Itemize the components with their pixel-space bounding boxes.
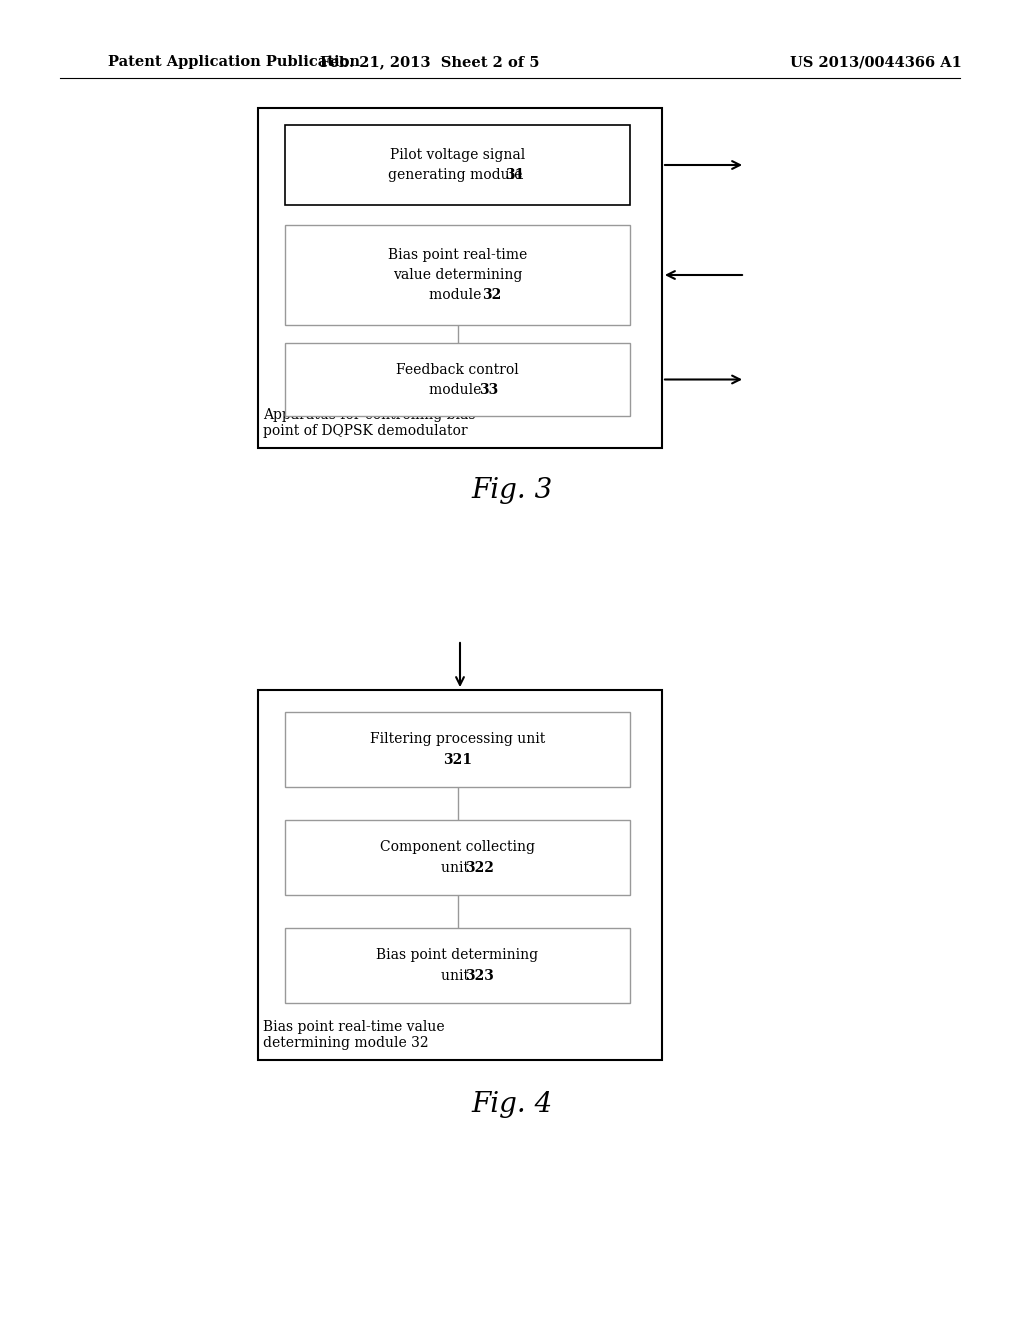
Text: 323: 323	[465, 969, 494, 982]
Bar	[285, 125, 630, 205]
Text: Fig. 4: Fig. 4	[471, 1092, 553, 1118]
Text: Bias point real-time: Bias point real-time	[388, 248, 527, 261]
Text: 322: 322	[465, 861, 494, 874]
Text: Pilot voltage signal: Pilot voltage signal	[390, 148, 525, 162]
Bar	[285, 711, 630, 787]
Text: Bias point real-time value
determining module 32: Bias point real-time value determining m…	[263, 1020, 444, 1049]
Bar	[258, 690, 662, 1060]
Bar	[285, 820, 630, 895]
Text: Component collecting: Component collecting	[380, 841, 535, 854]
Text: unit: unit	[441, 861, 474, 874]
Text: Patent Application Publication: Patent Application Publication	[108, 55, 360, 69]
Text: Feedback control: Feedback control	[396, 363, 519, 376]
Text: 33: 33	[479, 383, 498, 396]
Text: US 2013/0044366 A1: US 2013/0044366 A1	[790, 55, 962, 69]
Text: 31: 31	[505, 168, 524, 182]
Text: 321: 321	[443, 752, 472, 767]
Text: Filtering processing unit: Filtering processing unit	[370, 733, 545, 747]
Text: generating module: generating module	[388, 168, 527, 182]
Text: Feb. 21, 2013  Sheet 2 of 5: Feb. 21, 2013 Sheet 2 of 5	[321, 55, 540, 69]
Text: unit: unit	[441, 969, 474, 982]
Text: Fig. 3: Fig. 3	[471, 477, 553, 503]
Text: module: module	[429, 383, 485, 396]
Bar	[285, 928, 630, 1003]
Text: Bias point determining: Bias point determining	[377, 949, 539, 962]
Text: Apparatus for controlling bias
point of DQPSK demodulator: Apparatus for controlling bias point of …	[263, 408, 475, 438]
Text: value determining: value determining	[393, 268, 522, 282]
Text: 32: 32	[482, 288, 501, 302]
Text: module: module	[429, 288, 485, 302]
Bar	[285, 224, 630, 325]
Bar	[285, 343, 630, 416]
Bar	[258, 108, 662, 447]
